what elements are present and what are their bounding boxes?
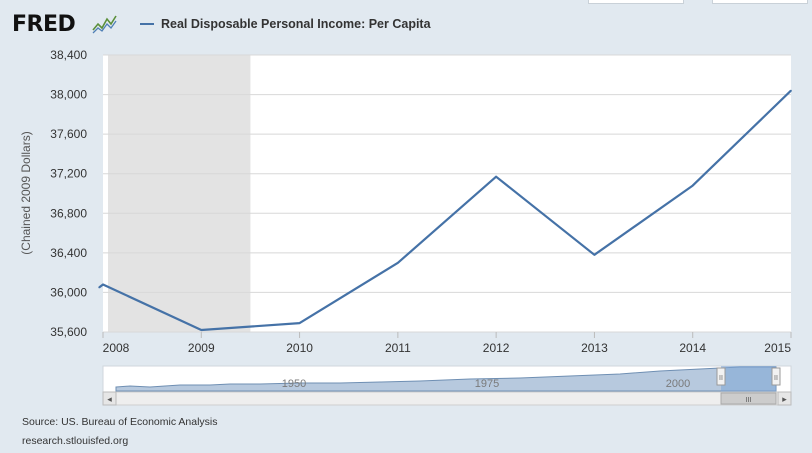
- x-tick-label: 2011: [385, 341, 411, 355]
- x-tick-label: 2013: [581, 341, 608, 355]
- x-tick-label: 2015: [764, 341, 791, 355]
- top-tab-right[interactable]: [712, 0, 808, 4]
- scroll-right-button[interactable]: [777, 391, 792, 406]
- scroll-right-icon: ▸: [782, 395, 787, 405]
- navigator-handle-left-grip: II: [719, 375, 723, 382]
- trend-lines-icon: [92, 15, 117, 34]
- scrollbar[interactable]: ◂ III ▸: [102, 391, 792, 406]
- y-tick-label: 36,800: [50, 206, 87, 220]
- y-tick-label: 35,600: [50, 325, 87, 339]
- y-tick-label: 36,400: [50, 246, 87, 260]
- data-point[interactable]: [691, 184, 694, 187]
- x-tick-label: 2014: [679, 341, 706, 355]
- scroll-left-icon: ◂: [107, 395, 112, 405]
- recession-band-0: [108, 55, 251, 332]
- scrollbar-thumb[interactable]: [720, 392, 777, 405]
- data-point[interactable]: [200, 329, 203, 331]
- y-axis-label: (Chained 2009 Dollars): [19, 131, 33, 254]
- y-tick-labels: 35,600 36,000 36,400 36,800 37,200 37,600 38,0…: [50, 48, 87, 339]
- recession-layer: [108, 55, 251, 332]
- data-point[interactable]: [98, 286, 100, 289]
- y-tick-label: 37,600: [50, 127, 87, 141]
- data-point[interactable]: [102, 283, 104, 286]
- fred-logo[interactable]: FRED: [12, 12, 76, 37]
- navigator-handle-right-grip: II: [774, 375, 778, 382]
- data-point[interactable]: [593, 254, 596, 256]
- navigator-label-1950: 1950: [282, 378, 306, 390]
- navigator[interactable]: 1950 1975 2000 II II: [102, 365, 792, 393]
- data-point[interactable]: [397, 262, 399, 264]
- data-point[interactable]: [495, 175, 497, 178]
- y-tick-label: 38,000: [50, 88, 87, 102]
- x-tick-label: 2012: [483, 341, 510, 355]
- scrollbar-thumb-grip: III: [746, 397, 752, 404]
- scroll-left-button[interactable]: [102, 391, 117, 406]
- x-tick-label: 2008: [103, 341, 130, 355]
- navigator-label-1975: 1975: [475, 378, 499, 390]
- scrollbar-track[interactable]: [102, 391, 792, 406]
- data-point[interactable]: [298, 322, 301, 324]
- y-tick-label: 37,200: [50, 167, 87, 181]
- source-text: Source: US. Bureau of Economic Analysis: [22, 416, 218, 428]
- y-tick-label: 36,000: [50, 285, 87, 299]
- navigator-handle-left[interactable]: II: [716, 367, 726, 386]
- series-layer: [98, 89, 792, 332]
- chart-legend: Real Disposable Personal Income: Per Cap…: [140, 17, 431, 31]
- legend-swatch: [140, 23, 154, 25]
- x-tick-label: 2010: [286, 341, 313, 355]
- top-tab-left[interactable]: [588, 0, 684, 4]
- grid-layer: [103, 54, 791, 333]
- x-tick-label: 2009: [188, 341, 215, 355]
- navigator-label-2000: 2000: [666, 378, 690, 390]
- legend-label: Real Disposable Personal Income: Per Cap…: [161, 17, 431, 31]
- source-url[interactable]: research.stlouisfed.org: [22, 435, 129, 447]
- navigator-handle-right[interactable]: II: [771, 367, 781, 386]
- x-tick-labels: 2008 2009 2010 2011 2012 2013 2014 2015: [102, 332, 792, 355]
- data-point[interactable]: [790, 89, 792, 92]
- navigator-selection[interactable]: [721, 366, 776, 392]
- y-tick-label: 38,400: [50, 48, 87, 62]
